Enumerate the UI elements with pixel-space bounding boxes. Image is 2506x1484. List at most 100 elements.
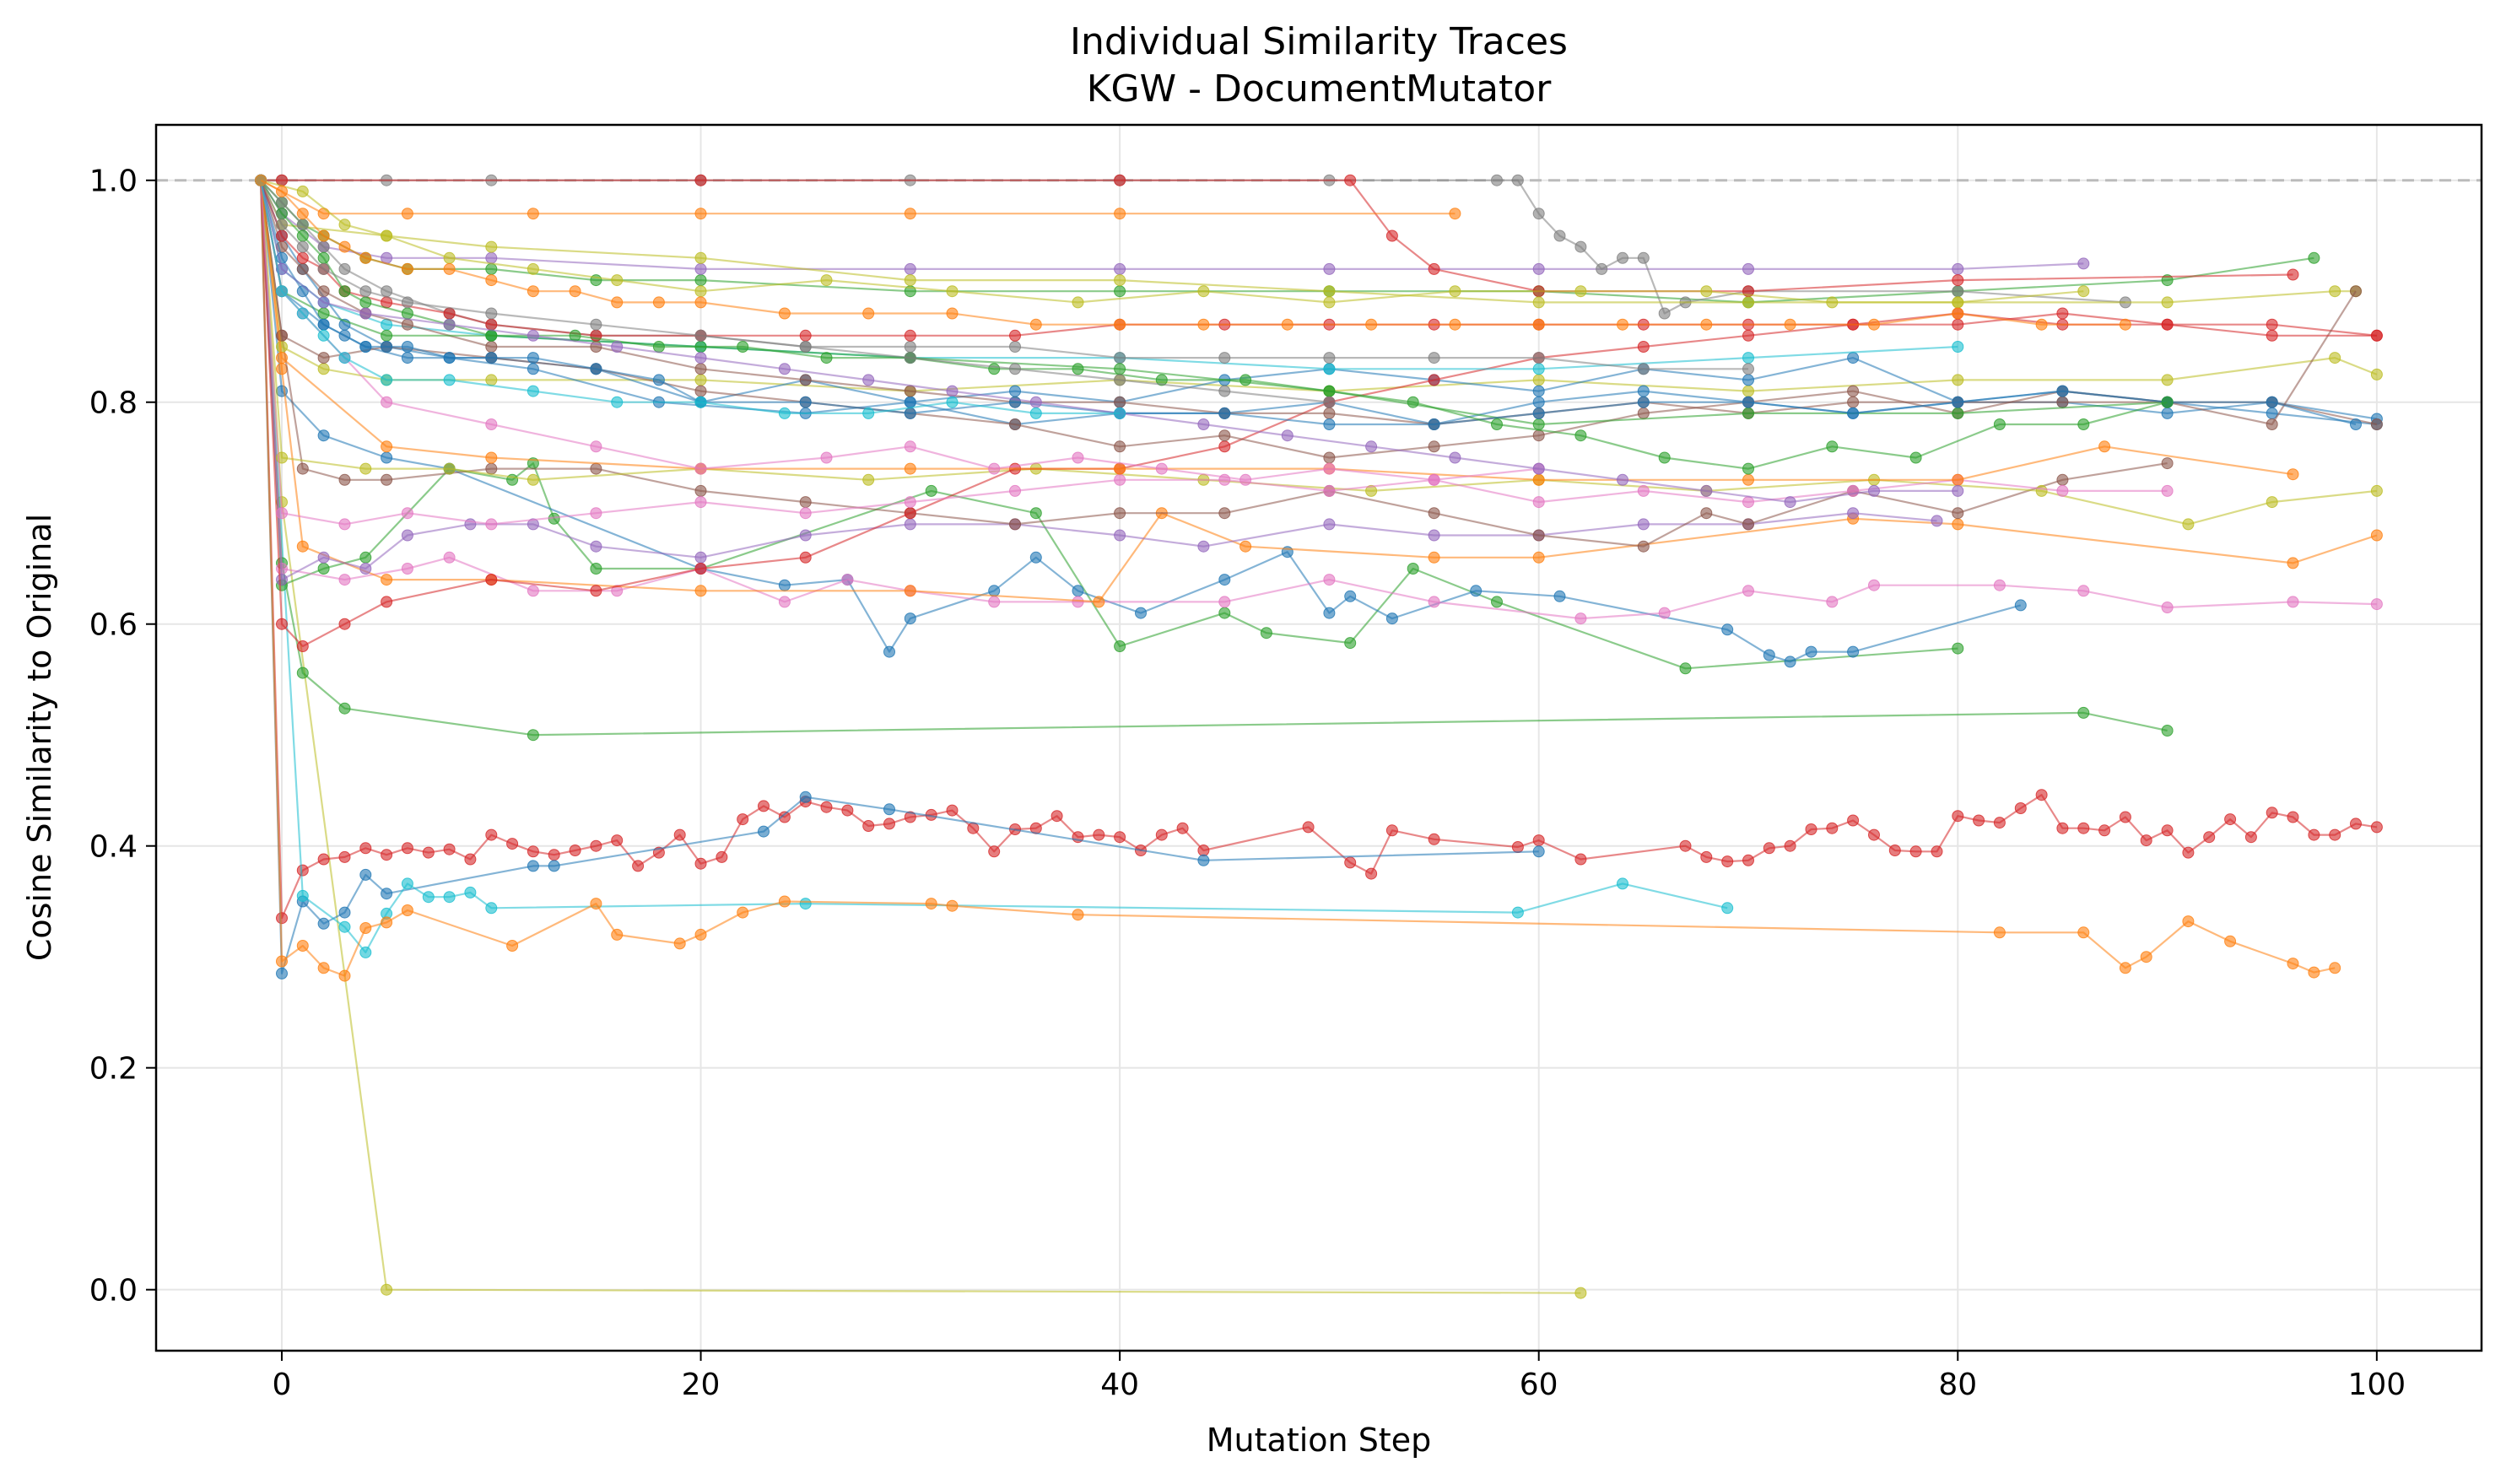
data-point (1532, 374, 1545, 386)
data-point (276, 219, 288, 231)
data-point (338, 329, 351, 342)
data-point (1847, 507, 1860, 520)
series-line (260, 180, 2356, 304)
data-point (1574, 1287, 1587, 1299)
data-point (1742, 329, 1754, 342)
data-point (1847, 385, 1860, 397)
data-point (2244, 831, 2257, 844)
data-point (1072, 909, 1084, 921)
data-point (1532, 262, 1545, 275)
data-point (2077, 285, 2090, 298)
data-point (799, 791, 812, 803)
data-point (1847, 396, 1860, 408)
data-point (2203, 831, 2216, 844)
data-point (1637, 407, 1650, 419)
data-point (611, 396, 624, 408)
data-point (946, 285, 959, 298)
data-point (1197, 540, 1210, 553)
data-point (946, 899, 959, 912)
data-point (1385, 229, 1398, 242)
data-point (317, 551, 330, 564)
data-point (1658, 307, 1671, 320)
data-point (485, 262, 498, 275)
data-point (988, 462, 1001, 475)
data-point (359, 946, 372, 958)
data-point (527, 473, 539, 486)
data-point (1114, 285, 1126, 298)
data-point (652, 374, 665, 386)
data-point (778, 307, 791, 320)
data-point (1114, 352, 1126, 364)
data-point (1029, 318, 1042, 331)
data-point (1742, 496, 1754, 509)
series-22 (255, 174, 2299, 298)
x-tick-label: 100 (2347, 1368, 2406, 1402)
data-point (381, 596, 393, 608)
data-point (2098, 824, 2111, 837)
data-point (2287, 268, 2299, 281)
data-point (2077, 418, 2090, 430)
data-point (925, 484, 937, 497)
data-point (1952, 341, 1964, 353)
data-point (401, 341, 413, 353)
data-point (1826, 822, 1839, 834)
data-point (904, 329, 916, 342)
data-point (694, 374, 707, 386)
data-point (1952, 407, 1964, 419)
data-point (1532, 385, 1545, 397)
data-point (904, 811, 916, 823)
data-point (2182, 846, 2195, 859)
data-point (506, 940, 519, 952)
data-point (317, 229, 330, 242)
data-point (1155, 374, 1168, 386)
data-point (569, 285, 581, 298)
data-point (904, 612, 916, 625)
data-point (2287, 958, 2299, 970)
data-point (359, 922, 372, 934)
data-point (946, 396, 959, 408)
data-point (276, 507, 288, 520)
data-point (2329, 828, 2341, 841)
data-point (590, 363, 602, 375)
data-point (276, 185, 288, 197)
data-point (904, 274, 916, 287)
data-point (381, 396, 393, 408)
data-point (2161, 396, 2174, 408)
data-point (737, 813, 749, 826)
data-point (1826, 596, 1839, 608)
data-point (569, 845, 581, 856)
data-point (799, 551, 812, 564)
data-point (694, 857, 707, 870)
data-point (1742, 374, 1754, 386)
data-point (1491, 174, 1503, 186)
data-point (778, 895, 791, 908)
data-point (2266, 418, 2278, 430)
data-point (652, 296, 665, 309)
series-20 (255, 174, 2174, 531)
data-point (1952, 318, 1964, 331)
data-point (694, 363, 707, 375)
data-point (778, 579, 791, 591)
data-point (1721, 902, 1734, 915)
data-point (464, 853, 477, 866)
data-point (799, 329, 812, 342)
data-point (401, 307, 413, 320)
data-point (1385, 612, 1398, 625)
data-point (694, 285, 707, 298)
data-point (1784, 839, 1796, 852)
data-point (1553, 229, 1566, 242)
data-point (1763, 842, 1775, 855)
data-point (1742, 518, 1754, 531)
data-point (1763, 649, 1775, 661)
data-point (401, 208, 413, 220)
data-point (904, 352, 916, 364)
data-point (1553, 590, 1566, 602)
data-point (799, 374, 812, 386)
data-point (2056, 385, 2069, 397)
data-point (1009, 484, 1021, 497)
data-point (1574, 612, 1587, 625)
data-point (1093, 828, 1105, 841)
data-point (778, 407, 791, 419)
data-point (527, 845, 539, 858)
data-point (904, 440, 916, 453)
